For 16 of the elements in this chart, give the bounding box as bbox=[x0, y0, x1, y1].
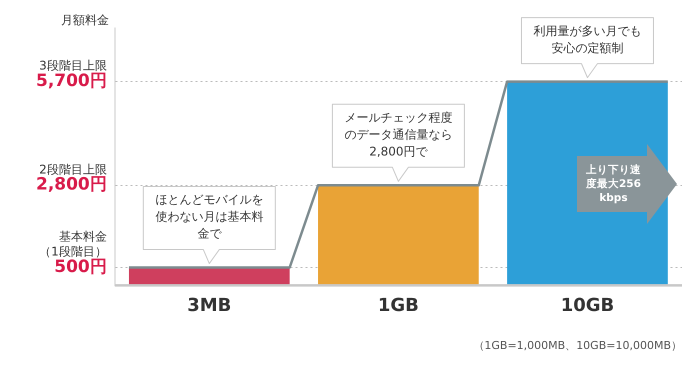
x-tick-label: 1GB bbox=[378, 294, 419, 316]
x-tick-label: 10GB bbox=[560, 294, 614, 316]
annotation: 利用量が多い月でも安心の定額制 bbox=[533, 24, 642, 55]
text: 2段階目上限 bbox=[39, 162, 107, 176]
y-tick-label: 5,700円 bbox=[36, 71, 107, 92]
annotation: メールチェック程度のデータ通信量なら2,800円で bbox=[344, 110, 452, 158]
y-tick-label: 500円 bbox=[54, 256, 107, 277]
annotation: 上り下り速度最大256kbps bbox=[585, 162, 642, 206]
y-tick-label: 2,800円 bbox=[36, 174, 107, 195]
text: 3段階目上限 bbox=[39, 58, 107, 73]
annotation: ほとんどモバイルを使わない月は基本料金で bbox=[155, 192, 264, 241]
y-axis-title: 月額料金 bbox=[60, 13, 109, 27]
text: 基本料金（1段階目） bbox=[39, 230, 107, 259]
x-tick-label: 3MB bbox=[187, 294, 232, 316]
bar bbox=[318, 185, 479, 286]
text: （1GB=1,000MB、10GB=10,000MB） bbox=[473, 339, 682, 352]
